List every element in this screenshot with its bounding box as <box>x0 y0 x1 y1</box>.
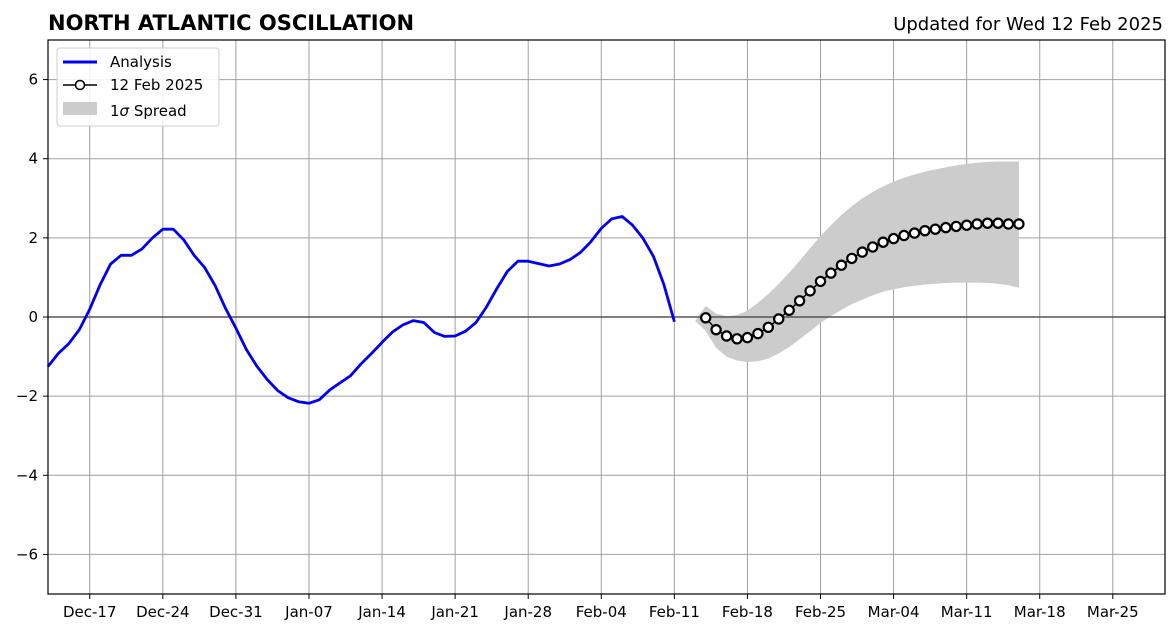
x-tick-label: Dec-17 <box>63 603 117 621</box>
forecast-point <box>752 327 764 340</box>
forecast-point <box>867 241 879 253</box>
forecast-point <box>961 219 973 231</box>
forecast-point <box>700 312 712 324</box>
forecast-point <box>981 217 994 229</box>
y-axis-ticks: −6 −4 −2 0 2 4 6 <box>16 71 48 563</box>
spread-band-layer <box>695 161 1019 363</box>
forecast-point <box>762 321 775 333</box>
forecast-point <box>971 218 983 230</box>
forecast-point <box>793 295 806 307</box>
spread-band <box>695 161 1019 363</box>
forecast-point <box>814 275 827 288</box>
forecast-point <box>720 330 733 342</box>
forecast-point <box>950 220 962 233</box>
forecast-point <box>825 267 837 279</box>
forecast-point <box>804 285 816 297</box>
forecast-series-layer <box>700 217 1025 345</box>
x-tick-label: Feb-25 <box>795 603 846 621</box>
x-axis-ticks: Dec-17 Dec-24 Dec-31 Jan-07 Jan-14 Jan-21 Jan-… <box>63 594 1139 621</box>
forecast-point <box>940 221 952 234</box>
legend: Analysis 12 Feb 2025 1σ Spread <box>56 47 220 127</box>
y-tick-label: 2 <box>28 229 38 247</box>
forecast-point <box>877 236 889 248</box>
x-tick-label: Mar-25 <box>1087 603 1139 621</box>
forecast-point <box>835 259 848 271</box>
x-tick-label: Feb-11 <box>649 603 700 621</box>
y-tick-label: −6 <box>16 545 38 563</box>
forecast-point <box>773 313 785 325</box>
legend-spread-swatch <box>63 102 97 115</box>
y-tick-label: −4 <box>16 466 38 484</box>
y-tick-label: −2 <box>16 387 38 405</box>
forecast-point <box>741 331 754 344</box>
forecast-point <box>856 246 869 258</box>
y-tick-label: 6 <box>28 71 38 89</box>
forecast-point <box>846 252 858 265</box>
x-tick-label: Jan-28 <box>503 603 552 621</box>
x-tick-label: Dec-24 <box>136 603 190 621</box>
chart-subtitle: Updated for Wed 12 Feb 2025 <box>893 14 1163 35</box>
x-tick-label: Feb-18 <box>722 603 773 621</box>
forecast-point <box>783 304 795 316</box>
forecast-point <box>1002 218 1015 230</box>
legend-box <box>56 47 220 127</box>
x-tick-label: Jan-07 <box>284 603 333 621</box>
y-tick-label: 4 <box>28 150 38 168</box>
x-tick-label: Feb-04 <box>576 603 627 621</box>
forecast-point <box>710 324 722 336</box>
legend-spread-label: 1σ Spread <box>110 102 187 120</box>
chart-title: NORTH ATLANTIC OSCILLATION <box>48 11 414 35</box>
x-tick-label: Jan-14 <box>357 603 406 621</box>
legend-analysis-label: Analysis <box>110 53 172 71</box>
forecast-point <box>929 223 942 235</box>
x-tick-label: Mar-04 <box>868 603 920 621</box>
forecast-point <box>887 232 900 245</box>
analysis-line <box>46 215 676 405</box>
x-tick-label: Jan-21 <box>430 603 479 621</box>
forecast-point <box>898 229 910 242</box>
forecast-point <box>919 224 931 237</box>
forecast-point <box>731 333 743 345</box>
forecast-point <box>992 217 1004 229</box>
forecast-point <box>1013 218 1025 230</box>
legend-forecast-label: 12 Feb 2025 <box>110 76 203 94</box>
analysis-series-layer <box>46 215 676 405</box>
forecast-point <box>908 227 921 239</box>
legend-forecast-marker <box>74 79 86 91</box>
x-tick-label: Dec-31 <box>209 603 263 621</box>
x-tick-label: Mar-11 <box>941 603 993 621</box>
x-tick-label: Mar-18 <box>1014 603 1066 621</box>
y-tick-label: 0 <box>28 308 38 326</box>
